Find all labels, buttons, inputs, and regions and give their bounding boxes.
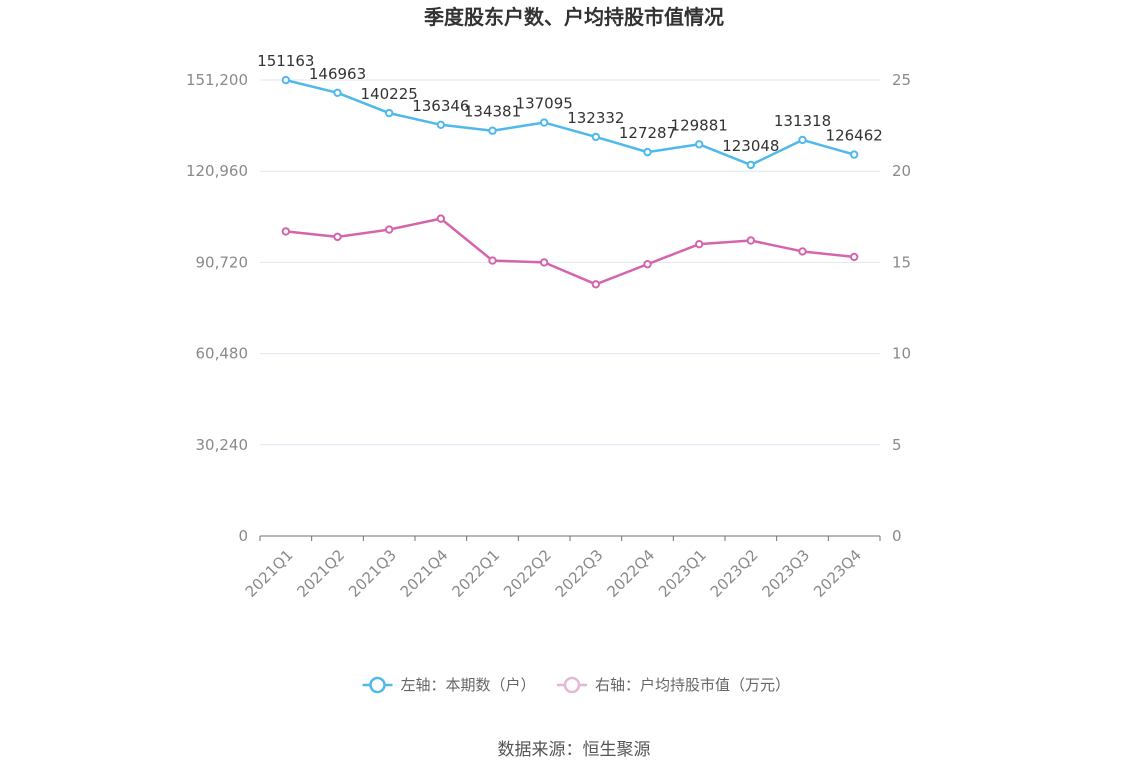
series-0-point[interactable] bbox=[694, 140, 704, 149]
series-0-point[interactable] bbox=[333, 88, 342, 97]
x-axis-tick-label: 2022Q3 bbox=[552, 546, 607, 601]
legend-marker-icon bbox=[369, 676, 386, 694]
axes: 0 30,240 60,480 90,720 120,960 151,200 0 5 10 15 2… bbox=[186, 71, 911, 601]
right-axis-tick-label: 20 bbox=[892, 162, 911, 180]
series-1-point[interactable] bbox=[384, 225, 394, 234]
data-label: 151163 bbox=[257, 52, 314, 70]
x-axis-tick-label: 2022Q4 bbox=[603, 546, 658, 601]
x-axis-tick-label: 2023Q2 bbox=[707, 546, 762, 601]
data-label: 129881 bbox=[671, 116, 728, 134]
data-label: 131318 bbox=[774, 112, 831, 130]
series-0-point[interactable] bbox=[539, 118, 549, 127]
data-label: 132332 bbox=[567, 109, 624, 127]
data-label: 146963 bbox=[309, 65, 366, 83]
right-axis-tick-label: 25 bbox=[892, 71, 911, 89]
x-axis-tick-label: 2023Q3 bbox=[758, 546, 813, 601]
series-1-point[interactable] bbox=[333, 232, 342, 242]
x-axis-tick-label: 2022Q1 bbox=[448, 546, 503, 601]
left-axis-tick-label: 60,480 bbox=[196, 345, 249, 363]
series-1-point[interactable] bbox=[281, 227, 291, 236]
data-label: 126462 bbox=[826, 127, 883, 145]
series-0-point[interactable] bbox=[746, 160, 756, 170]
data-label: 127287 bbox=[619, 124, 676, 142]
series-1-point[interactable] bbox=[539, 258, 549, 267]
data-label: 140225 bbox=[361, 85, 418, 103]
left-axis-tick-label: 120,960 bbox=[186, 162, 248, 180]
series-line-0 bbox=[285, 78, 855, 167]
series-1-point[interactable] bbox=[643, 260, 652, 269]
x-axis-tick-label: 2023Q4 bbox=[810, 546, 865, 601]
series-1-point[interactable] bbox=[436, 214, 446, 223]
series-0-point[interactable] bbox=[849, 150, 859, 159]
series-0-point[interactable] bbox=[436, 120, 446, 129]
right-axis-tick-label: 5 bbox=[892, 436, 902, 454]
x-axis-tick-label: 2022Q2 bbox=[500, 546, 555, 601]
series-0-point[interactable] bbox=[643, 147, 652, 157]
x-axis-tick-label: 2021Q3 bbox=[345, 546, 400, 601]
data-label: 123048 bbox=[722, 137, 779, 155]
left-axis-tick-label: 30,240 bbox=[196, 436, 249, 454]
series-0-point[interactable] bbox=[488, 126, 497, 135]
left-axis-tick-label: 90,720 bbox=[196, 253, 249, 271]
x-axis-tick-label: 2023Q1 bbox=[655, 546, 710, 601]
series-0-point[interactable] bbox=[384, 108, 394, 118]
series-1-point[interactable] bbox=[488, 256, 497, 265]
series-1-point[interactable] bbox=[798, 247, 807, 256]
x-axis-tick-label: 2021Q4 bbox=[397, 546, 452, 601]
x-axis-tick-label: 2021Q2 bbox=[293, 546, 348, 601]
legend[interactable]: 左轴：本期数（户） 右轴：户均持股市值（万元） bbox=[362, 676, 791, 694]
series-line-1 bbox=[285, 217, 855, 286]
legend-label: 左轴：本期数（户） bbox=[401, 676, 536, 694]
series-1-point[interactable] bbox=[849, 252, 859, 262]
legend-marker-icon bbox=[563, 676, 581, 694]
series-lines bbox=[281, 75, 859, 289]
series-0-point[interactable] bbox=[281, 75, 291, 85]
data-label: 134381 bbox=[464, 103, 521, 121]
x-axis-tick-label: 2021Q1 bbox=[242, 546, 297, 601]
right-axis-tick-label: 0 bbox=[892, 527, 902, 545]
left-axis-tick-label: 0 bbox=[238, 527, 248, 545]
chart-title: 季度股东户数、户均持股市值情况 bbox=[423, 5, 724, 29]
grid-lines bbox=[260, 79, 880, 446]
data-label: 136346 bbox=[412, 97, 469, 115]
series-0-point[interactable] bbox=[798, 135, 807, 145]
series-1-point[interactable] bbox=[591, 280, 601, 289]
series-0-point[interactable] bbox=[591, 132, 601, 142]
left-axis-tick-label: 151,200 bbox=[186, 71, 248, 89]
data-label: 137095 bbox=[516, 95, 573, 113]
legend-item-1[interactable]: 右轴：户均持股市值（万元） bbox=[557, 676, 790, 694]
legend-label: 右轴：户均持股市值（万元） bbox=[595, 676, 790, 694]
legend-item-0[interactable]: 左轴：本期数（户） bbox=[362, 676, 536, 694]
right-axis-tick-label: 10 bbox=[892, 345, 911, 363]
source-note: 数据来源：恒生聚源 bbox=[498, 740, 651, 760]
series-1-point[interactable] bbox=[694, 239, 704, 249]
right-axis-tick-label: 15 bbox=[892, 253, 911, 271]
series-1-point[interactable] bbox=[746, 236, 756, 245]
